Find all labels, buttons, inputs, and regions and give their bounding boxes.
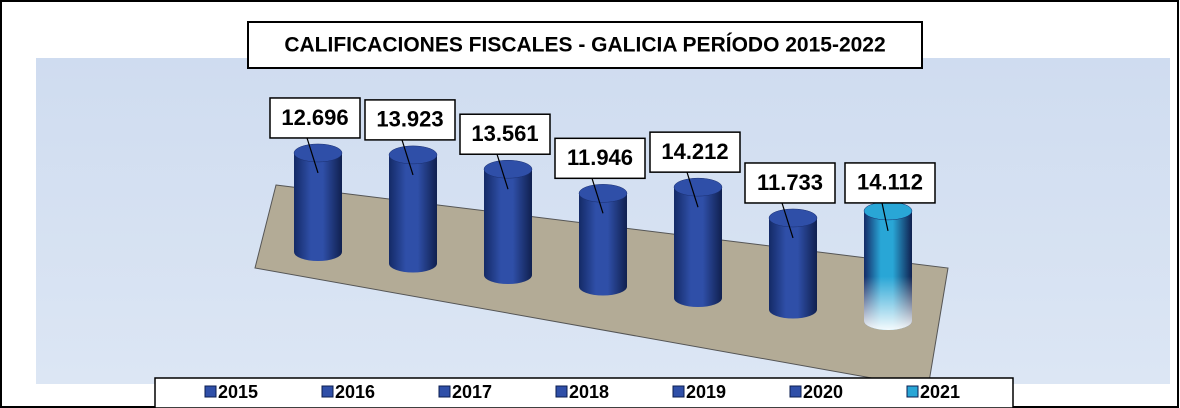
cylinder-body — [294, 152, 342, 261]
legend-label: 2018 — [569, 382, 609, 402]
label-box — [364, 99, 456, 141]
cylinder-body — [674, 187, 722, 307]
legend-swatch — [321, 385, 334, 398]
legend-swatch — [906, 385, 919, 398]
cylinder-top — [673, 177, 723, 197]
data-label: 13.923 — [376, 107, 443, 132]
leader-line — [591, 178, 604, 214]
label-box — [844, 162, 936, 204]
cylinder-body — [579, 193, 627, 296]
data-label: 14.212 — [661, 139, 728, 164]
label-box — [554, 137, 646, 180]
data-label: 11.946 — [567, 145, 633, 170]
cylinder — [863, 201, 913, 330]
leader-line — [496, 154, 509, 190]
cylinder — [388, 145, 438, 273]
cylinder — [768, 208, 818, 319]
label-box — [744, 162, 836, 204]
legend-label: 2017 — [452, 382, 492, 402]
leader-line — [781, 202, 794, 239]
legend-label: 2019 — [686, 382, 726, 402]
data-label: 14.112 — [857, 170, 923, 195]
cylinder-body — [389, 154, 437, 273]
leader-line — [401, 139, 414, 176]
legend-label: 2016 — [335, 382, 375, 402]
cylinder-top — [768, 208, 818, 228]
cylinder — [293, 143, 343, 261]
chart-title: CALIFICACIONES FISCALES - GALICIA PERÍOD… — [284, 34, 885, 57]
cylinder — [673, 177, 723, 307]
cylinder-top — [388, 145, 438, 165]
leader-line — [686, 171, 699, 208]
cylinder — [483, 159, 533, 284]
data-label: 12.696 — [281, 105, 348, 130]
cylinder-fade — [864, 210, 912, 330]
legend-label: 2021 — [920, 382, 960, 402]
cylinder — [578, 184, 628, 296]
leader-line — [306, 137, 319, 174]
legend-swatch — [555, 385, 568, 398]
legend-swatch — [438, 385, 451, 398]
legend-box — [154, 377, 1014, 408]
leader-line — [881, 202, 889, 232]
title-box — [247, 21, 923, 69]
label-box — [459, 113, 551, 155]
cylinder-body — [484, 169, 532, 284]
legend-swatch — [789, 385, 802, 398]
cylinder-top — [293, 143, 343, 163]
legend-label: 2020 — [803, 382, 843, 402]
legend-swatch — [204, 385, 217, 398]
legend-label: 2015 — [218, 382, 258, 402]
label-box — [649, 131, 741, 173]
legend-swatch — [672, 385, 685, 398]
cylinder-top — [483, 159, 533, 179]
data-label: 11.733 — [757, 170, 823, 195]
cylinder-body — [769, 217, 817, 319]
cylinder-top — [578, 184, 628, 203]
label-box — [269, 97, 361, 139]
data-label: 13.561 — [471, 121, 538, 146]
cylinder-top — [863, 201, 913, 221]
